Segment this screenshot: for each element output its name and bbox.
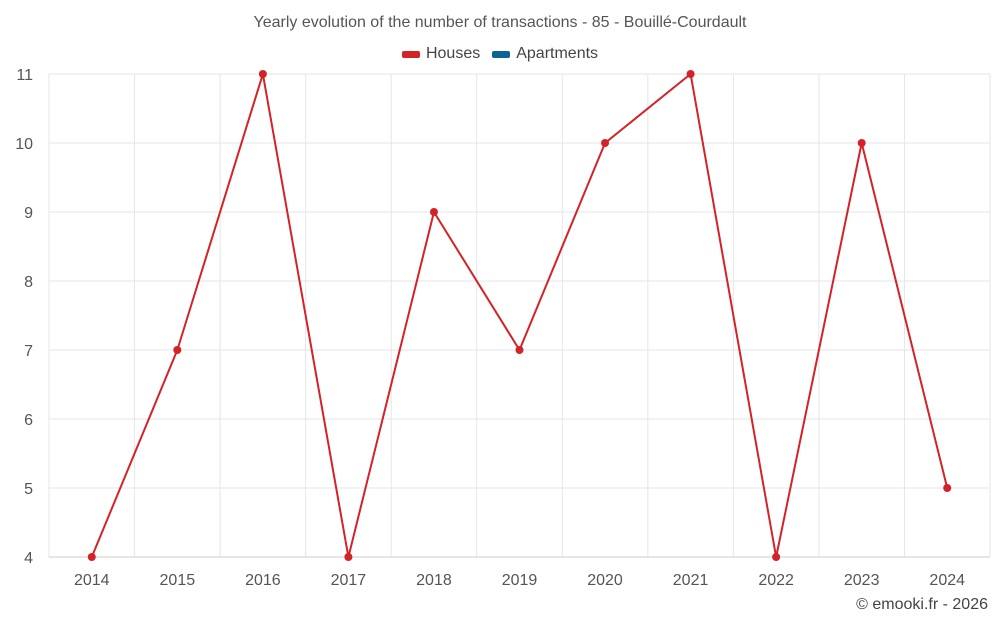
data-point-houses[interactable] xyxy=(943,484,952,492)
series-group xyxy=(87,70,952,561)
y-tick-label: 11 xyxy=(16,67,33,84)
data-point-houses[interactable] xyxy=(258,70,267,78)
data-point-houses[interactable] xyxy=(515,346,524,354)
x-tick-label: 2014 xyxy=(74,572,110,589)
legend-label-apartments: Apartments xyxy=(516,45,599,62)
legend-item-houses[interactable]: Houses xyxy=(401,45,481,63)
x-tick-label: 2021 xyxy=(673,572,709,589)
x-tick-label: 2024 xyxy=(929,572,965,589)
x-tick-label: 2018 xyxy=(416,572,452,589)
legend: Houses Apartments xyxy=(0,45,1000,63)
y-tick-label: 7 xyxy=(24,343,33,360)
x-tick-label: 2023 xyxy=(844,572,880,589)
grid xyxy=(48,73,991,558)
data-point-houses[interactable] xyxy=(601,139,610,147)
y-tick-label: 10 xyxy=(15,136,33,153)
x-axis-labels: 2014 2015 2016 2017 2018 2019 2020 2021 2022 2023… xyxy=(74,572,965,589)
credit-text: © emooki.fr - 2026 xyxy=(856,596,988,613)
data-point-houses[interactable] xyxy=(857,139,866,147)
x-tick-label: 2019 xyxy=(502,572,538,589)
data-point-houses[interactable] xyxy=(686,70,695,78)
y-tick-label: 9 xyxy=(24,205,33,222)
legend-swatch-houses xyxy=(401,50,420,58)
legend-item-apartments[interactable]: Apartments xyxy=(492,45,598,63)
legend-label-houses: Houses xyxy=(425,45,481,62)
y-tick-label: 8 xyxy=(24,274,33,291)
chart-title: Yearly evolution of the number of transa… xyxy=(253,14,747,31)
x-tick-label: 2017 xyxy=(331,572,367,589)
x-tick-label: 2020 xyxy=(587,572,623,589)
data-point-houses[interactable] xyxy=(173,346,182,354)
y-tick-label: 6 xyxy=(24,412,33,429)
legend-swatch-apartments xyxy=(492,50,511,58)
x-tick-label: 2022 xyxy=(758,572,794,589)
y-tick-label: 5 xyxy=(24,481,33,498)
data-point-houses[interactable] xyxy=(344,553,353,561)
y-tick-label: 4 xyxy=(24,550,33,567)
x-tick-label: 2016 xyxy=(245,572,281,589)
data-point-houses[interactable] xyxy=(772,553,781,561)
data-point-houses[interactable] xyxy=(429,208,438,216)
x-tick-label: 2015 xyxy=(160,572,196,589)
data-point-houses[interactable] xyxy=(87,553,96,561)
y-axis-labels: 4 5 6 7 8 9 10 11 xyxy=(15,67,33,567)
